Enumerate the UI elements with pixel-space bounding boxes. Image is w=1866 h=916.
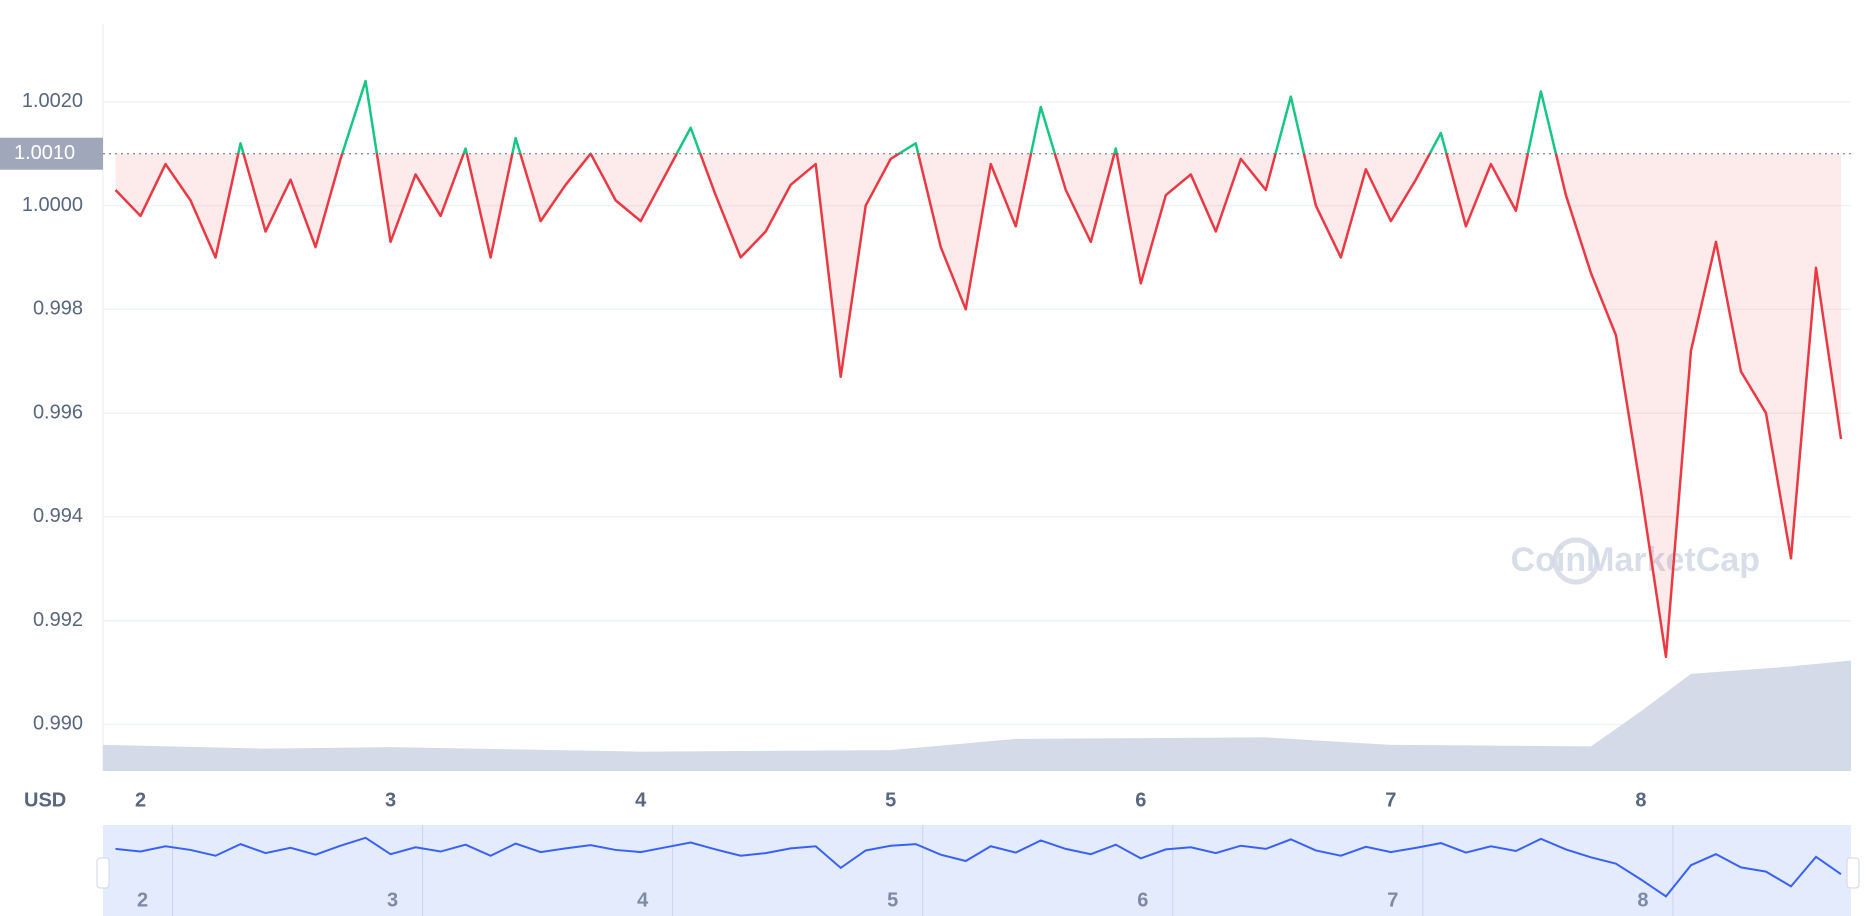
navigator[interactable] [103,825,1851,916]
watermark: CoinMarketCap [1511,541,1760,579]
navigator-tick-label: 5 [887,889,898,911]
navigator-tick-label: 6 [1137,889,1148,911]
navigator-line [115,836,1842,898]
x-tick-label: 5 [885,789,896,811]
baseline-label-bg [0,137,103,170]
y-tick-label: 0.992 [33,609,83,631]
baseline-label: 1.0010 [14,142,75,164]
navigator-tick-label: 3 [387,889,398,911]
x-tick-label: 6 [1135,789,1146,811]
y-tick-label: 1.0000 [22,194,83,216]
x-tick-label: 8 [1635,789,1646,811]
y-tick-label: 1.0020 [22,90,83,112]
y-tick-label: 0.994 [33,505,83,527]
volume-area [103,660,1851,771]
watermark-logo [1552,537,1600,585]
navigator-handle[interactable] [1846,857,1860,889]
y-tick-label: 0.996 [33,401,83,423]
y-tick-label: 0.998 [33,298,83,320]
y-tick-label: 0.990 [33,713,83,735]
x-tick-label: 4 [635,789,647,811]
navigator-tick-label: 7 [1387,889,1398,911]
currency-label: USD [24,789,66,811]
x-tick-label: 7 [1385,789,1396,811]
loss-area [115,153,1841,657]
x-tick-label: 2 [135,789,146,811]
navigator-tick-label: 8 [1637,889,1648,911]
price-line [114,79,1843,659]
x-tick-label: 3 [385,789,396,811]
navigator-tick-label: 4 [637,889,649,911]
navigator-handle[interactable] [96,857,110,889]
navigator-tick-label: 2 [137,889,148,911]
